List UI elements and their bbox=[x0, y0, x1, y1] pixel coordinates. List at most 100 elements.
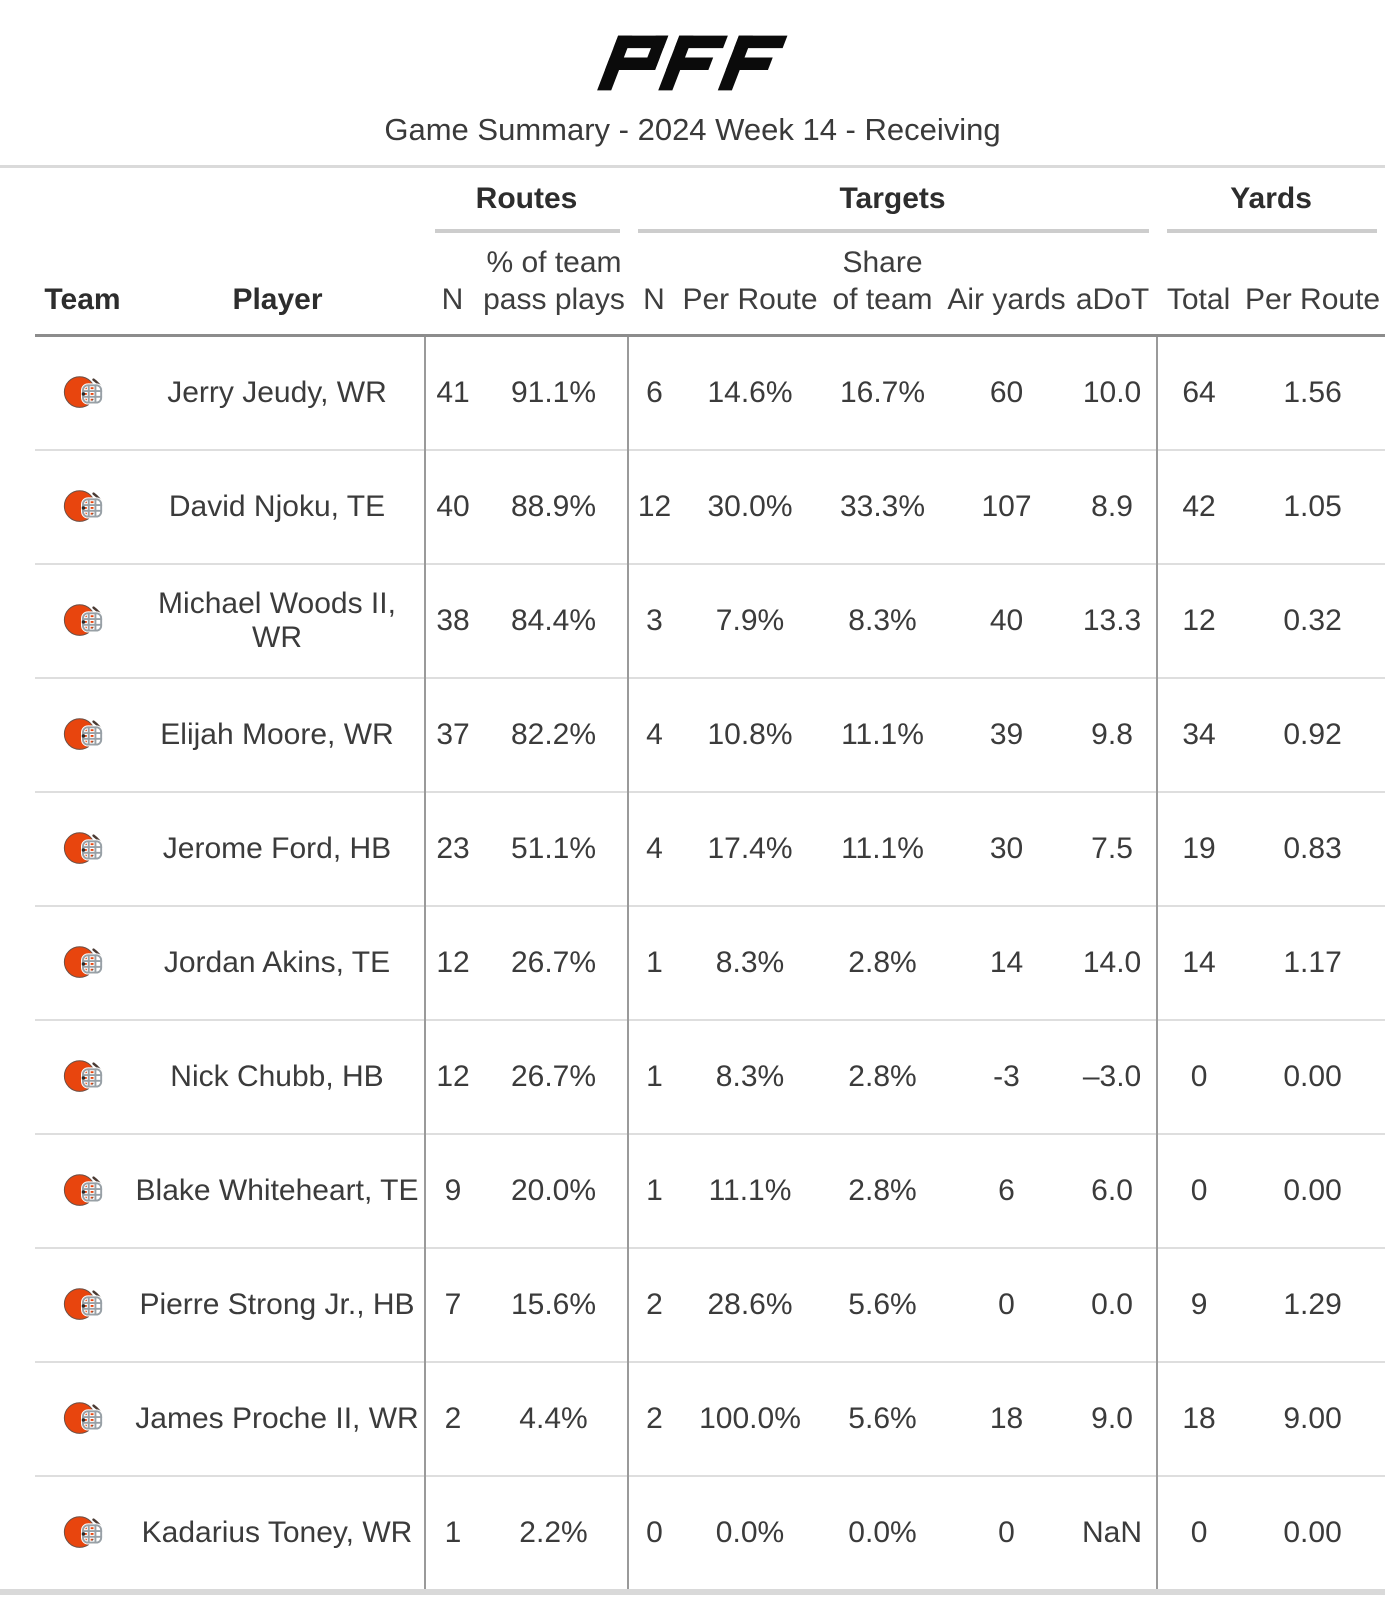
pff-logo-icon bbox=[596, 35, 787, 91]
targets-per-route-cell: 11.1% bbox=[680, 1133, 820, 1249]
routes-n-cell: 40 bbox=[424, 449, 480, 565]
adot-cell: 8.9 bbox=[1068, 449, 1158, 565]
group-header-targets: Targets bbox=[628, 168, 1157, 233]
yards-total-cell: 12 bbox=[1156, 563, 1241, 679]
pff-logo bbox=[0, 0, 1385, 96]
yards-per-route-cell: 0.00 bbox=[1240, 1133, 1385, 1249]
air-yards-cell: 40 bbox=[945, 563, 1068, 679]
column-header-targets-share-line2: of team bbox=[832, 282, 933, 316]
browns-helmet-icon bbox=[63, 1402, 103, 1435]
yards-total-cell: 0 bbox=[1156, 1133, 1241, 1249]
column-header-team: Team bbox=[35, 233, 130, 338]
column-header-routes-n: N bbox=[425, 233, 480, 338]
routes-n-cell: 12 bbox=[424, 905, 480, 1021]
yards-per-route-cell: 1.29 bbox=[1240, 1247, 1385, 1363]
routes-pct-cell: 26.7% bbox=[480, 1019, 628, 1135]
group-label-routes: Routes bbox=[475, 182, 578, 215]
routes-pct-cell: 15.6% bbox=[480, 1247, 628, 1363]
adot-cell: NaN bbox=[1068, 1475, 1158, 1590]
targets-n-cell: 12 bbox=[627, 449, 680, 565]
team-cell bbox=[35, 1247, 130, 1363]
column-header-player: Player bbox=[130, 233, 425, 338]
browns-helmet-icon bbox=[63, 490, 103, 523]
table-header: Routes Targets Yards Team Player N % of … bbox=[35, 168, 1385, 338]
yards-per-route-cell: 0.92 bbox=[1240, 677, 1385, 793]
player-cell: Jerry Jeudy, WR bbox=[167, 376, 387, 410]
table-body: Jerry Jeudy, WR 41 91.1% 6 14.6% 16.7% 6… bbox=[35, 335, 1385, 1590]
targets-n-cell: 3 bbox=[627, 563, 680, 679]
targets-share-cell: 2.8% bbox=[820, 905, 945, 1021]
targets-n-cell: 6 bbox=[627, 335, 680, 451]
targets-n-cell: 4 bbox=[627, 791, 680, 907]
column-header-targets-per-route: Per Route bbox=[680, 233, 820, 338]
targets-per-route-cell: 7.9% bbox=[680, 563, 820, 679]
browns-helmet-icon bbox=[63, 1174, 103, 1207]
yards-total-cell: 0 bbox=[1156, 1475, 1241, 1590]
routes-pct-cell: 88.9% bbox=[480, 449, 628, 565]
table-row: Blake Whiteheart, TE 9 20.0% 1 11.1% 2.8… bbox=[35, 1133, 1385, 1249]
player-cell: James Proche II, WR bbox=[130, 1361, 425, 1477]
air-yards-cell: 60 bbox=[989, 376, 1024, 410]
yards-per-route-cell: 0.00 bbox=[1240, 1019, 1385, 1135]
routes-n-cell: 38 bbox=[424, 563, 480, 679]
table-row: Nick Chubb, HB 12 26.7% 1 8.3% 2.8% -3 –… bbox=[35, 1019, 1385, 1135]
targets-per-route-cell: 30.0% bbox=[680, 449, 820, 565]
targets-per-route-cell: 28.6% bbox=[680, 1247, 820, 1363]
browns-helmet-icon bbox=[63, 718, 103, 751]
column-header-targets-n: N bbox=[628, 233, 680, 338]
team-cell bbox=[35, 905, 130, 1021]
player-cell: Elijah Moore, WR bbox=[130, 677, 425, 793]
player-cell: Kadarius Toney, WR bbox=[130, 1475, 425, 1590]
targets-per-route-cell: 17.4% bbox=[680, 791, 820, 907]
air-yards-cell: 0 bbox=[945, 1247, 1068, 1363]
yards-per-route-cell: 1.17 bbox=[1240, 905, 1385, 1021]
air-yards-cell: 0 bbox=[945, 1475, 1068, 1590]
group-header-spacer bbox=[35, 168, 425, 233]
team-cell bbox=[35, 791, 130, 907]
table-row: Jordan Akins, TE 12 26.7% 1 8.3% 2.8% 14… bbox=[35, 905, 1385, 1021]
table-row: Kadarius Toney, WR 1 2.2% 0 0.0% 0.0% 0 … bbox=[35, 1475, 1385, 1590]
adot-cell: 0.0 bbox=[1068, 1247, 1158, 1363]
adot-cell: 13.3 bbox=[1068, 563, 1158, 679]
adot-cell: 9.0 bbox=[1068, 1361, 1158, 1477]
routes-pct-cell: 20.0% bbox=[480, 1133, 628, 1249]
column-header-row: Team Player N % of team pass plays N Per… bbox=[35, 233, 1385, 338]
table-row: Pierre Strong Jr., HB 7 15.6% 2 28.6% 5.… bbox=[35, 1247, 1385, 1363]
team-cell bbox=[35, 1019, 130, 1135]
targets-share-cell: 16.7% bbox=[839, 376, 926, 410]
column-header-yards-per-route: Per Route bbox=[1240, 233, 1385, 338]
targets-share-cell: 0.0% bbox=[820, 1475, 945, 1590]
player-cell: Jordan Akins, TE bbox=[130, 905, 425, 1021]
targets-n-cell: 1 bbox=[627, 905, 680, 1021]
adot-cell: –3.0 bbox=[1068, 1019, 1158, 1135]
yards-total-cell: 42 bbox=[1156, 449, 1241, 565]
yards-per-route-cell: 0.32 bbox=[1240, 563, 1385, 679]
yards-total-cell: 0 bbox=[1156, 1019, 1241, 1135]
yards-total-cell: 9 bbox=[1156, 1247, 1241, 1363]
yards-per-route-cell: 9.00 bbox=[1240, 1361, 1385, 1477]
browns-helmet-icon bbox=[63, 946, 103, 979]
targets-share-cell: 5.6% bbox=[820, 1361, 945, 1477]
browns-helmet-icon bbox=[63, 1060, 103, 1093]
routes-n-cell: 9 bbox=[424, 1133, 480, 1249]
team-cell bbox=[35, 1361, 130, 1477]
targets-n-cell: 4 bbox=[627, 677, 680, 793]
routes-n-cell: 23 bbox=[424, 791, 480, 907]
team-cell bbox=[35, 677, 130, 793]
table-row: Elijah Moore, WR 37 82.2% 4 10.8% 11.1% … bbox=[35, 677, 1385, 793]
air-yards-cell: 30 bbox=[945, 791, 1068, 907]
group-underline-routes bbox=[435, 229, 620, 233]
bottom-divider bbox=[0, 1589, 1385, 1596]
yards-total-cell: 14 bbox=[1156, 905, 1241, 1021]
player-cell: David Njoku, TE bbox=[130, 449, 425, 565]
group-header-routes: Routes bbox=[425, 168, 628, 233]
targets-per-route-cell: 10.8% bbox=[680, 677, 820, 793]
group-header-row: Routes Targets Yards bbox=[35, 168, 1385, 233]
air-yards-cell: 18 bbox=[945, 1361, 1068, 1477]
air-yards-cell: 39 bbox=[945, 677, 1068, 793]
column-header-yards-total: Total bbox=[1157, 233, 1241, 338]
adot-cell: 10.0 bbox=[1082, 376, 1142, 410]
air-yards-cell: 107 bbox=[945, 449, 1068, 565]
routes-pct-cell: 51.1% bbox=[480, 791, 628, 907]
team-cell bbox=[35, 336, 130, 451]
